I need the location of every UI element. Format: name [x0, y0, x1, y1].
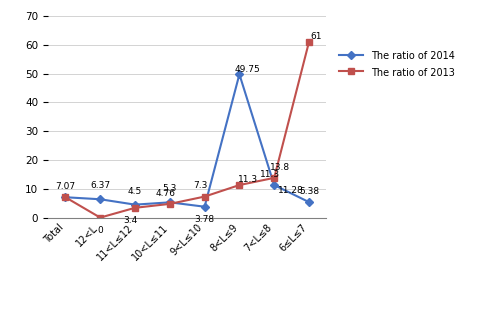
The ratio of 2013: [237, 183, 242, 187]
Text: 61: 61: [310, 32, 322, 41]
The ratio of 2014: [237, 72, 242, 76]
Text: 3.78: 3.78: [194, 215, 215, 224]
The ratio of 2014: [132, 203, 138, 207]
The ratio of 2013: [202, 195, 207, 198]
Text: 4.5: 4.5: [128, 187, 142, 196]
Text: 6.37: 6.37: [90, 181, 110, 190]
The ratio of 2013: [132, 206, 138, 210]
The ratio of 2013: [97, 216, 103, 220]
Text: 49.75: 49.75: [235, 65, 261, 74]
The ratio of 2014: [202, 205, 207, 209]
Line: The ratio of 2014: The ratio of 2014: [62, 72, 312, 210]
Text: 11.3: 11.3: [260, 170, 280, 179]
Text: 5.38: 5.38: [299, 187, 319, 196]
The ratio of 2014: [271, 183, 277, 187]
Text: 3.4: 3.4: [124, 216, 138, 225]
Text: 0: 0: [97, 226, 103, 235]
The ratio of 2014: [167, 200, 173, 204]
The ratio of 2013: [167, 202, 173, 206]
The ratio of 2013: [62, 195, 68, 199]
The ratio of 2014: [306, 200, 312, 204]
The ratio of 2014: [97, 197, 103, 201]
Line: The ratio of 2013: The ratio of 2013: [62, 39, 312, 220]
The ratio of 2014: [62, 195, 68, 199]
Text: 11.28: 11.28: [278, 186, 304, 195]
Text: 7.07: 7.07: [55, 182, 75, 191]
Text: 4.76: 4.76: [156, 188, 176, 197]
Text: 7.3: 7.3: [193, 181, 208, 190]
The ratio of 2013: [306, 40, 312, 44]
Legend: The ratio of 2014, The ratio of 2013: The ratio of 2014, The ratio of 2013: [335, 46, 458, 83]
Text: 5.3: 5.3: [163, 184, 177, 193]
Text: 11.3: 11.3: [238, 175, 258, 184]
Text: 13.8: 13.8: [270, 163, 290, 172]
The ratio of 2013: [271, 176, 277, 180]
